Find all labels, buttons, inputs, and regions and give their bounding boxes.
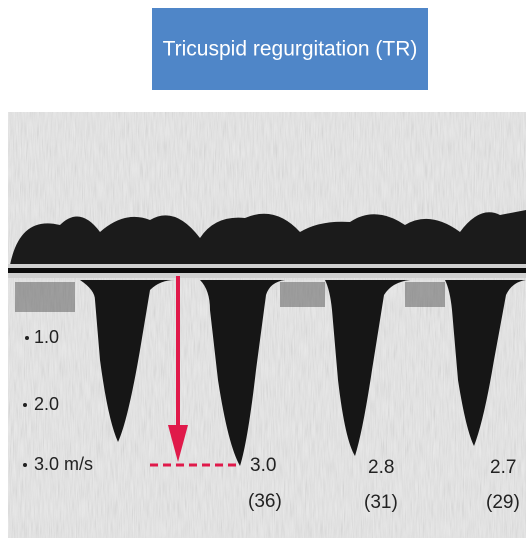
image-noise <box>8 112 526 538</box>
tr-envelope <box>15 280 175 442</box>
scale-dot <box>25 336 29 340</box>
noise-band <box>280 282 325 307</box>
title-box <box>152 8 428 90</box>
doppler-image <box>8 112 526 538</box>
scale-label: 1.0 <box>34 327 59 347</box>
scale-label: 3.0 m/s <box>34 454 93 474</box>
title: Tricuspid regurgitation (TR) <box>163 38 418 61</box>
noise-band <box>405 282 445 307</box>
velocity-label: 2.7 <box>490 457 516 478</box>
arrow-head <box>168 425 188 462</box>
gradient-label: (31) <box>364 492 398 513</box>
noise-band <box>15 282 75 312</box>
gradient-label: (36) <box>248 491 282 512</box>
tr-envelope <box>445 280 526 446</box>
velocity-label: 2.8 <box>368 457 394 478</box>
velocity-label: 3.0 <box>250 455 276 476</box>
forward-flow <box>10 210 526 265</box>
tr-envelope <box>200 280 285 466</box>
scale-label: 2.0 <box>34 394 59 414</box>
baseline <box>8 268 526 273</box>
scale-dot <box>23 403 27 407</box>
gradient-label: (29) <box>486 492 520 513</box>
scale-dot <box>23 463 27 467</box>
tr-envelope <box>325 280 410 456</box>
